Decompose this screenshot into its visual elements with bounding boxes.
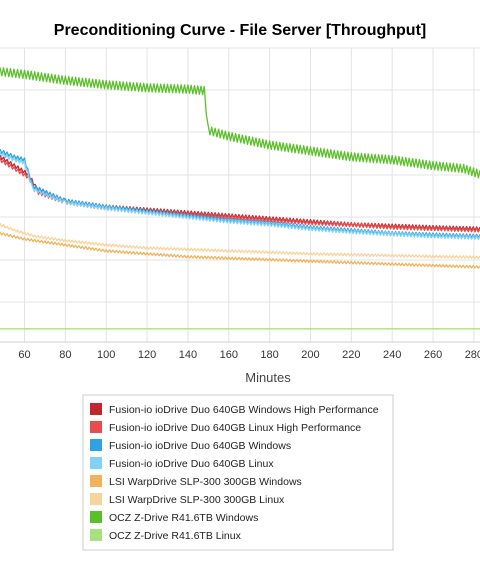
legend-swatch xyxy=(90,421,102,433)
x-tick-label: 60 xyxy=(18,349,30,361)
x-tick-label: 80 xyxy=(59,349,71,361)
x-tick-label: 220 xyxy=(342,349,360,361)
series-line xyxy=(0,67,480,179)
legend-swatch xyxy=(90,475,102,487)
legend-swatch xyxy=(90,457,102,469)
legend-label: Fusion-io ioDrive Duo 640GB Windows High… xyxy=(109,404,379,416)
legend-label: LSI WarpDrive SLP-300 300GB Linux xyxy=(109,494,285,506)
x-tick-label: 100 xyxy=(97,349,115,361)
legend-swatch xyxy=(90,529,102,541)
x-tick-label: 180 xyxy=(260,349,278,361)
legend-label: Fusion-io ioDrive Duo 640GB Linux High P… xyxy=(109,422,361,434)
legend-label: Fusion-io ioDrive Duo 640GB Linux xyxy=(109,458,274,470)
legend: Fusion-io ioDrive Duo 640GB Windows High… xyxy=(82,394,394,551)
series-layer xyxy=(0,67,480,330)
legend-label: OCZ Z-Drive R41.6TB Windows xyxy=(109,512,258,524)
x-axis-ticks: 60 80 100 120 140 160 180 200 220 240 260 280 xyxy=(18,349,480,361)
x-tick-label: 260 xyxy=(424,349,442,361)
legend-swatch xyxy=(90,511,102,523)
series-line xyxy=(0,222,480,260)
x-tick-label: 140 xyxy=(179,349,197,361)
series-line xyxy=(0,231,480,269)
x-tick-label: 120 xyxy=(138,349,156,361)
legend-label: LSI WarpDrive SLP-300 300GB Windows xyxy=(109,476,302,488)
x-axis-label: Minutes xyxy=(245,370,291,385)
legend-swatch xyxy=(90,403,102,415)
x-tick-label: 160 xyxy=(220,349,238,361)
legend-box xyxy=(82,394,394,551)
series-line xyxy=(0,151,480,240)
x-tick-label: 200 xyxy=(301,349,319,361)
grid xyxy=(0,47,480,343)
chart-title: Preconditioning Curve - File Server [Thr… xyxy=(54,22,426,39)
x-tick-label: 280 xyxy=(465,349,480,361)
legend-label: Fusion-io ioDrive Duo 640GB Windows xyxy=(109,440,291,452)
x-tick-label: 240 xyxy=(383,349,401,361)
legend-label: OCZ Z-Drive R41.6TB Linux xyxy=(109,530,242,542)
legend-swatch xyxy=(90,493,102,505)
legend-swatch xyxy=(90,439,102,451)
